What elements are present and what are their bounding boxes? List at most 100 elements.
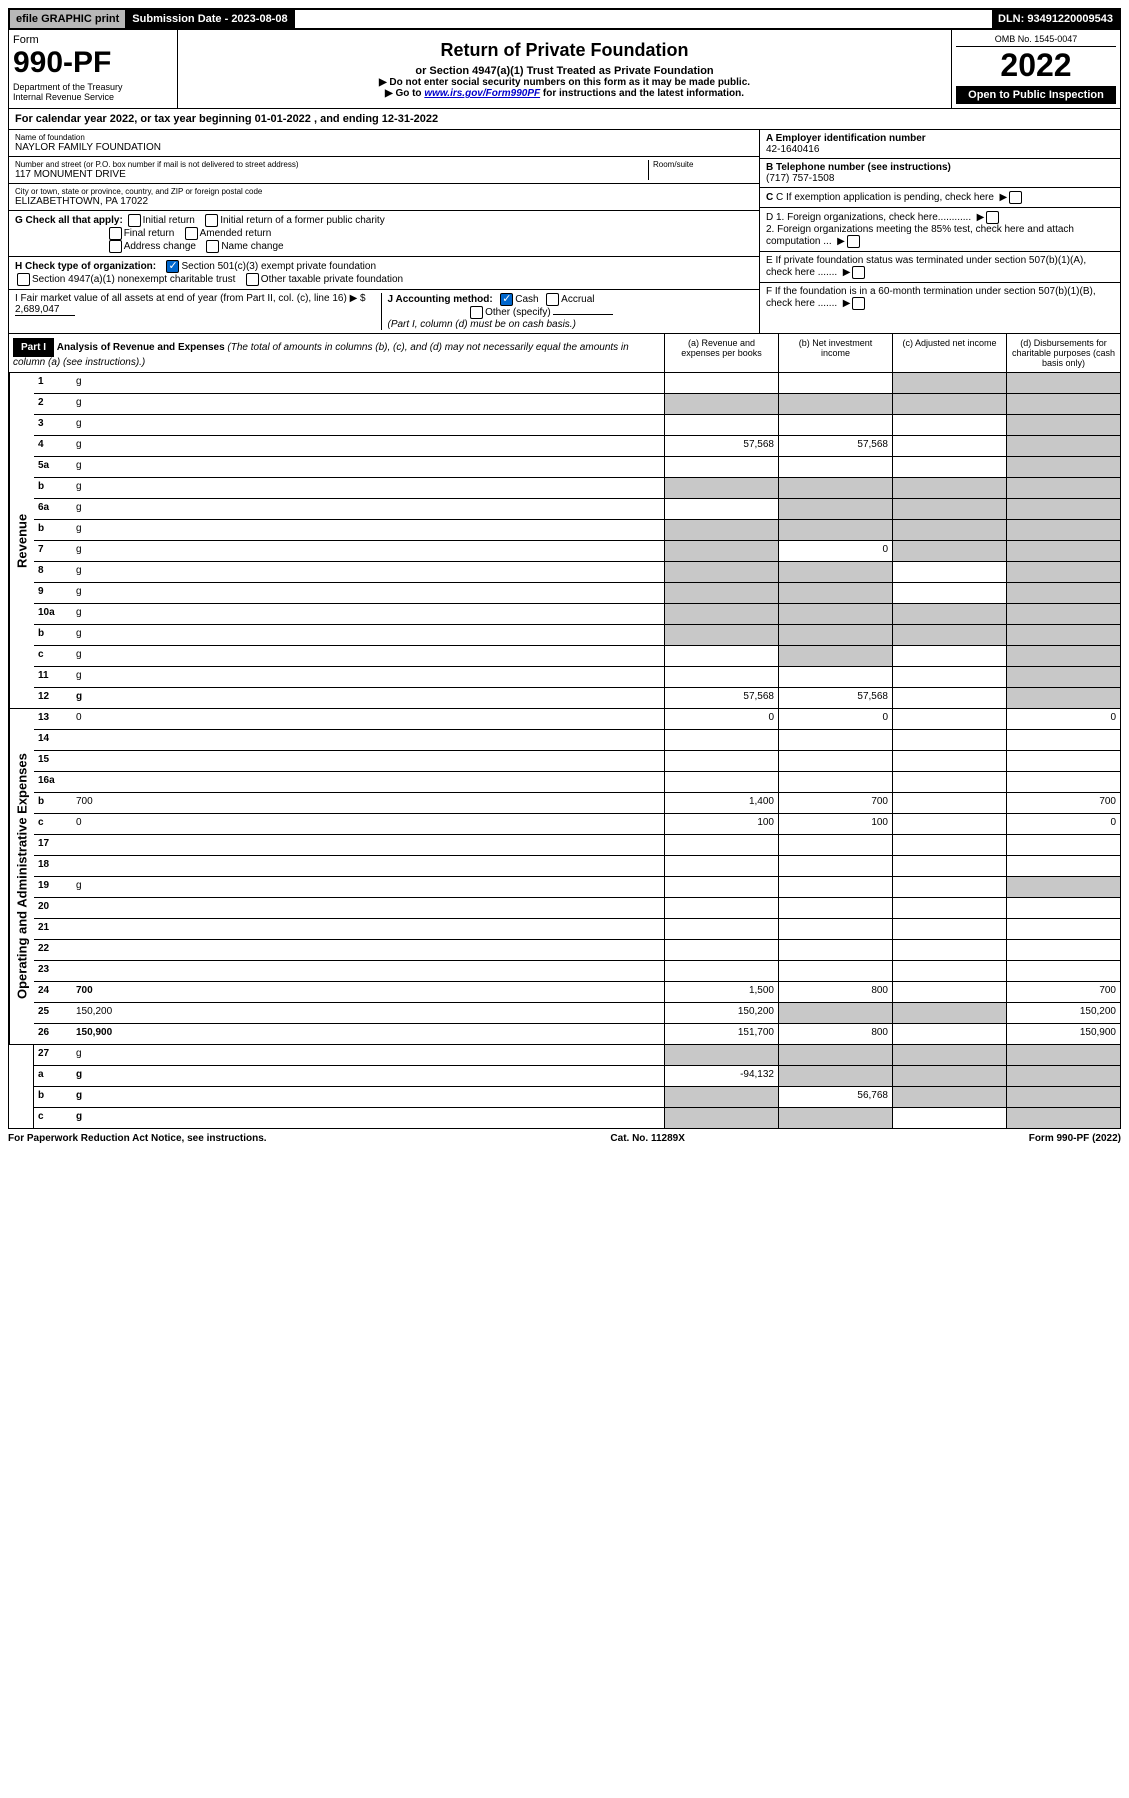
cell-grey <box>1006 520 1120 540</box>
col-a-head: (a) Revenue and expenses per books <box>664 334 778 372</box>
i-value: 2,689,047 <box>15 304 75 316</box>
cell-value: 700 <box>1006 982 1120 1002</box>
table-row: ag-94,132 <box>34 1066 1120 1087</box>
other-method-checkbox[interactable] <box>470 306 483 319</box>
open-inspection: Open to Public Inspection <box>956 86 1116 104</box>
j-note: (Part I, column (d) must be on cash basi… <box>388 319 576 330</box>
cell-grey <box>778 1066 892 1086</box>
name-change-checkbox[interactable] <box>206 240 219 253</box>
table-row: 2g <box>34 394 1120 415</box>
f-cell: F If the foundation is in a 60-month ter… <box>760 283 1120 313</box>
cell-value: 1,500 <box>664 982 778 1002</box>
cell-value <box>1006 856 1120 876</box>
row-desc: 700 <box>72 793 664 813</box>
c-checkbox[interactable] <box>1009 191 1022 204</box>
table-row: 12g57,56857,568 <box>34 688 1120 708</box>
col-d-head: (d) Disbursements for charitable purpose… <box>1006 334 1120 372</box>
name-label: Name of foundation <box>15 133 753 142</box>
row-num: 19 <box>34 877 72 897</box>
table-row: 19g <box>34 877 1120 898</box>
cell-value <box>892 562 1006 582</box>
cell-grey <box>1006 415 1120 435</box>
amended-checkbox[interactable] <box>185 227 198 240</box>
other-taxable-checkbox[interactable] <box>246 273 259 286</box>
cell-value: 700 <box>778 793 892 813</box>
cell-grey <box>1006 541 1120 561</box>
cell-value <box>1006 751 1120 771</box>
cell-value: 150,200 <box>664 1003 778 1023</box>
header-left: Form 990-PF Department of the Treasury I… <box>9 30 178 108</box>
501c3-checkbox[interactable] <box>166 260 179 273</box>
foundation-name: NAYLOR FAMILY FOUNDATION <box>15 142 753 153</box>
initial-return-checkbox[interactable] <box>128 214 141 227</box>
cell-grey <box>778 520 892 540</box>
cell-grey <box>664 394 778 414</box>
row-num: 6a <box>34 499 72 519</box>
tax-year: 2022 <box>956 47 1116 84</box>
addr-change-checkbox[interactable] <box>109 240 122 253</box>
opex-rows: 130000141516ab7001,400700700c01001000171… <box>34 709 1120 1044</box>
cell-value: 151,700 <box>664 1024 778 1044</box>
cell-value <box>778 898 892 918</box>
revenue-side-label: Revenue <box>9 373 34 708</box>
table-row: 130000 <box>34 709 1120 730</box>
row-desc: g <box>72 1045 664 1065</box>
g-opt-3: Amended return <box>200 228 272 239</box>
row-desc <box>72 940 664 960</box>
form-link[interactable]: www.irs.gov/Form990PF <box>424 88 540 99</box>
row-desc: g <box>72 1108 664 1128</box>
cash-checkbox[interactable] <box>500 293 513 306</box>
row-num: b <box>34 478 72 498</box>
part1-title: Analysis of Revenue and Expenses <box>57 342 225 353</box>
cell-value <box>778 751 892 771</box>
cell-value <box>1006 961 1120 981</box>
cell-value: 0 <box>778 541 892 561</box>
ein-value: 42-1640416 <box>766 144 819 155</box>
row-num: 7 <box>34 541 72 561</box>
d1-checkbox[interactable] <box>986 211 999 224</box>
cell-grey <box>1006 499 1120 519</box>
row-num: c <box>34 1108 72 1128</box>
row-desc: g <box>72 394 664 414</box>
row-desc: g <box>72 646 664 666</box>
entity-left: Name of foundation NAYLOR FAMILY FOUNDAT… <box>9 130 760 333</box>
cell-value <box>664 877 778 897</box>
cell-value <box>892 835 1006 855</box>
cell-grey <box>1006 667 1120 687</box>
form-label: Form <box>13 34 173 46</box>
cell-value <box>892 982 1006 1002</box>
e-checkbox[interactable] <box>852 266 865 279</box>
note-2: ▶ Go to www.irs.gov/Form990PF for instru… <box>184 88 945 99</box>
4947-checkbox[interactable] <box>17 273 30 286</box>
cell-value <box>664 919 778 939</box>
top-bar: efile GRAPHIC print Submission Date - 20… <box>8 8 1121 30</box>
row-desc: g <box>72 478 664 498</box>
cell-grey <box>1006 877 1120 897</box>
d2-checkbox[interactable] <box>847 235 860 248</box>
c-cell: C C If exemption application is pending,… <box>760 188 1120 208</box>
row-num: 9 <box>34 583 72 603</box>
cell-grey <box>778 394 892 414</box>
cell-grey <box>1006 625 1120 645</box>
close-spacer <box>9 1045 34 1128</box>
row-num: 5a <box>34 457 72 477</box>
ein-cell: A Employer identification number 42-1640… <box>760 130 1120 159</box>
entity-info: Name of foundation NAYLOR FAMILY FOUNDAT… <box>8 130 1121 334</box>
row-desc: g <box>72 457 664 477</box>
cell-value <box>892 940 1006 960</box>
row-desc <box>72 898 664 918</box>
revenue-section: Revenue 1g2g3g4g57,56857,5685agbg6agbg7g… <box>8 373 1121 709</box>
cell-value <box>664 415 778 435</box>
cell-value <box>892 877 1006 897</box>
final-return-checkbox[interactable] <box>109 227 122 240</box>
row-num: b <box>34 1087 72 1107</box>
cell-value <box>892 457 1006 477</box>
table-row: 16a <box>34 772 1120 793</box>
cell-value <box>664 373 778 393</box>
f-checkbox[interactable] <box>852 297 865 310</box>
form-header: Form 990-PF Department of the Treasury I… <box>8 30 1121 109</box>
initial-public-checkbox[interactable] <box>205 214 218 227</box>
table-row: c01001000 <box>34 814 1120 835</box>
accrual-checkbox[interactable] <box>546 293 559 306</box>
row-num: 18 <box>34 856 72 876</box>
